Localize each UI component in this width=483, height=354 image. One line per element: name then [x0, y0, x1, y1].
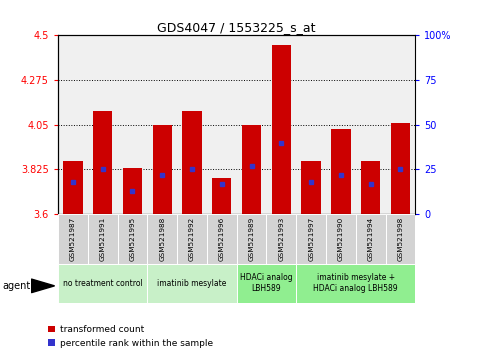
Text: no treatment control: no treatment control — [63, 279, 142, 288]
Bar — [331, 129, 351, 214]
Bar — [326, 214, 356, 264]
Bar — [123, 169, 142, 214]
Text: GSM521995: GSM521995 — [129, 217, 135, 261]
Bar — [271, 45, 291, 214]
Text: GSM521994: GSM521994 — [368, 217, 374, 261]
Bar — [182, 111, 202, 214]
Bar — [242, 125, 261, 214]
Text: GSM521989: GSM521989 — [249, 217, 255, 261]
Bar — [93, 111, 113, 214]
Bar — [296, 264, 415, 303]
Text: GSM521996: GSM521996 — [219, 217, 225, 261]
Text: imatinib mesylate +
HDACi analog LBH589: imatinib mesylate + HDACi analog LBH589 — [313, 274, 398, 293]
Bar — [153, 125, 172, 214]
Bar — [267, 214, 296, 264]
Text: agent: agent — [2, 281, 30, 291]
Bar — [88, 214, 117, 264]
Bar — [237, 214, 267, 264]
Title: GDS4047 / 1553225_s_at: GDS4047 / 1553225_s_at — [157, 21, 316, 34]
Text: GSM521993: GSM521993 — [278, 217, 284, 261]
Bar — [361, 160, 381, 214]
Bar — [296, 214, 326, 264]
Bar — [147, 264, 237, 303]
Bar — [212, 178, 231, 214]
Bar — [391, 123, 410, 214]
Bar — [177, 214, 207, 264]
Bar — [385, 214, 415, 264]
Bar — [237, 264, 296, 303]
Bar — [58, 214, 88, 264]
Bar — [117, 214, 147, 264]
Text: GSM521988: GSM521988 — [159, 217, 165, 261]
Text: GSM521997: GSM521997 — [308, 217, 314, 261]
Bar — [58, 264, 147, 303]
Text: GSM521990: GSM521990 — [338, 217, 344, 261]
Bar — [301, 160, 321, 214]
Text: GSM521987: GSM521987 — [70, 217, 76, 261]
Text: imatinib mesylate: imatinib mesylate — [157, 279, 227, 288]
Bar — [63, 160, 83, 214]
Bar — [147, 214, 177, 264]
Bar — [356, 214, 385, 264]
Polygon shape — [31, 279, 55, 293]
Text: GSM521991: GSM521991 — [99, 217, 106, 261]
Bar — [207, 214, 237, 264]
Text: HDACi analog
LBH589: HDACi analog LBH589 — [240, 274, 293, 293]
Legend: transformed count, percentile rank within the sample: transformed count, percentile rank withi… — [48, 325, 213, 348]
Text: GSM521992: GSM521992 — [189, 217, 195, 261]
Text: GSM521998: GSM521998 — [398, 217, 403, 261]
